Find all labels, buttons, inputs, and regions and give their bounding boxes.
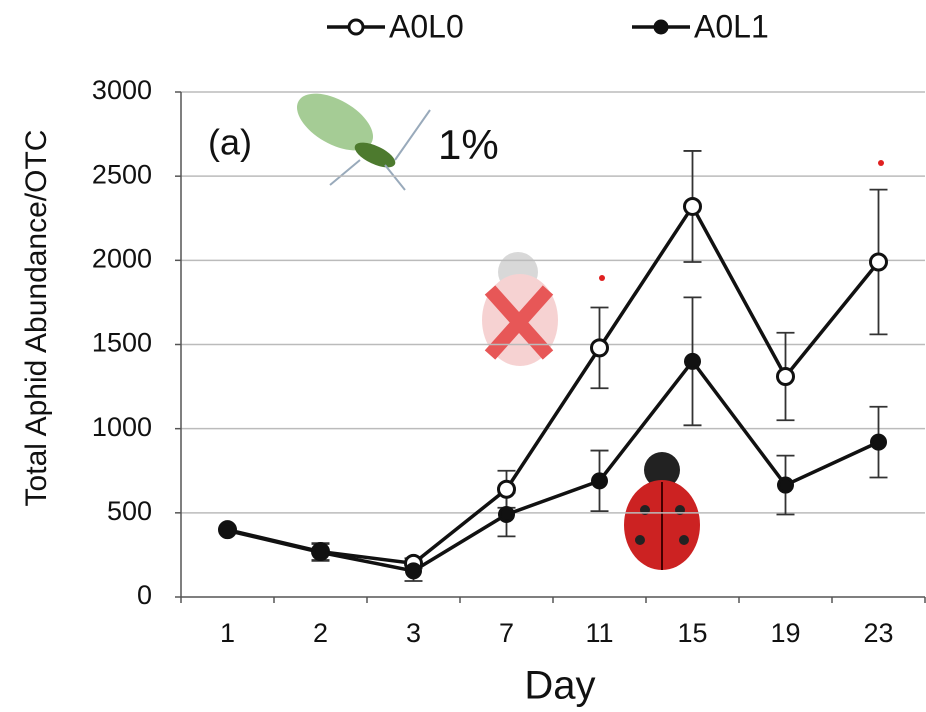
x-tick-label: 2 [313,618,328,648]
data-point [685,198,701,214]
data-point [407,564,421,578]
aphid-icon [288,82,430,190]
x-tick-label: 15 [677,618,707,648]
y-tick-label: 1500 [92,328,152,358]
data-point [686,354,700,368]
legend-marker [349,20,363,34]
x-tick-label: 23 [863,618,893,648]
x-tick-label: 3 [406,618,421,648]
annotation: 1% [438,121,499,168]
y-tick-label: 2500 [92,159,152,189]
significance-marker [878,160,884,166]
data-point [221,524,235,538]
data-point [500,508,514,522]
data-point [499,481,515,497]
series-line [228,361,879,571]
data-point [872,435,886,449]
crossed-ladybug-icon [482,252,558,366]
data-point [592,340,608,356]
page: {"chart_data": {"type": "line", "categor… [0,0,926,712]
data-point [871,254,887,270]
y-tick-label: 1000 [92,412,152,442]
data-point [314,545,328,559]
x-tick-label: 1 [220,618,235,648]
y-tick-label: 3000 [92,75,152,105]
legend-label: A0L1 [694,8,769,44]
legend-marker [655,21,667,33]
data-point [778,368,794,384]
panel-label: (a) [208,122,252,163]
x-axis-label: Day [524,664,595,708]
data-point [779,478,793,492]
x-tick-label: 19 [770,618,800,648]
x-tick-label: 7 [499,618,514,648]
x-tick-label: 11 [585,618,613,648]
ladybug-icon [624,452,700,570]
y-tick-label: 500 [107,496,152,526]
y-tick-label: 0 [137,580,152,610]
y-axis-label: Total Aphid Abundance/OTC [20,130,53,507]
chart: (a) 1% Total Aphid Abundance/OTC Day 0 50… [0,0,926,712]
y-tick-label: 2000 [92,243,152,273]
legend-label: A0L0 [389,8,464,44]
data-point [593,474,607,488]
significance-marker [599,275,605,281]
